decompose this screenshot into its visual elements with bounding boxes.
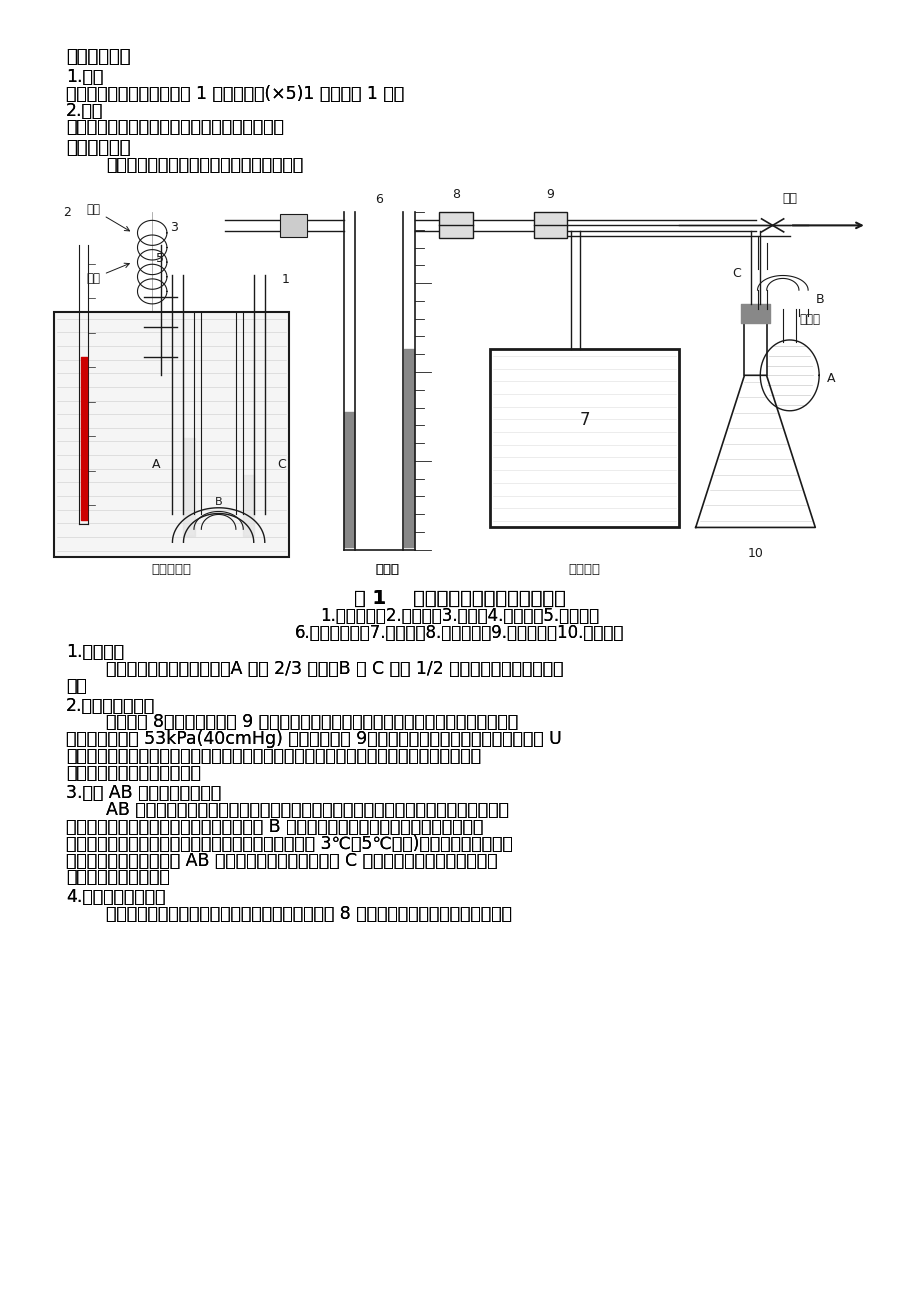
Text: 蒸馏水；环己烷（分析纯）或乙醇或乙酸乙酯。: 蒸馏水；环己烷（分析纯）或乙醇或乙酸乙酯。 [66, 118, 284, 137]
Text: 1.装置仪器: 1.装置仪器 [66, 643, 124, 661]
Text: 1: 1 [281, 272, 289, 285]
Text: A: A [825, 372, 834, 385]
Text: 【仪器试剂】: 【仪器试剂】 [66, 48, 130, 66]
Text: 当空气被排除干净，且体系温度恒定后，打开活塞 8 缓缓放入空气（切不可太快，以免: 当空气被排除干净，且体系温度恒定后，打开活塞 8 缓缓放入空气（切不可太快，以免 [106, 905, 511, 923]
FancyBboxPatch shape [439, 212, 472, 238]
Text: 2: 2 [63, 207, 71, 220]
Text: 为：先将恒温槽温度调至第一个温度値（一般比室温高 3℃～5℃左右)接通冷凝水，抽气降: 为：先将恒温槽温度调至第一个温度値（一般比室温高 3℃～5℃左右)接通冷凝水，抽… [66, 835, 513, 853]
Text: 关闭活塞 8，旋转三通活塞 9 使系统与真空泵连通，开动真空泵，抽气减压至汞压力计: 关闭活塞 8，旋转三通活塞 9 使系统与真空泵连通，开动真空泵，抽气减压至汞压力… [106, 713, 517, 732]
Text: 1.仪器: 1.仪器 [66, 68, 103, 86]
Bar [490, 349, 678, 527]
FancyBboxPatch shape [533, 212, 566, 238]
Bar [54, 312, 289, 557]
Text: 定时，必须将其中的空气排除后，才能保证 B 管液面上的压力为液体的蒸气压，排除方法: 定时，必须将其中的空气排除后，才能保证 B 管液面上的压力为液体的蒸气压，排除方… [66, 818, 483, 836]
Text: 压至液体轻微沸腾，此时 AB 弯管内的空气不断随蒸气经 C 管递出，如此沸腾数分钟，可: 压至液体轻微沸腾，此时 AB 弯管内的空气不断随蒸气经 C 管递出，如此沸腾数分… [66, 852, 497, 870]
Text: 认为空气被排除干净。: 认为空气被排除干净。 [66, 868, 170, 887]
Text: 压力计: 压力计 [375, 562, 399, 575]
Text: 9: 9 [546, 187, 553, 201]
Text: 3: 3 [170, 221, 177, 234]
Text: 2.药品: 2.药品 [66, 102, 103, 120]
Text: 两臂汞面压差为 53kPa(40cmHg) 时，关闭活塞 9，使系统与真空泵、大气皆不通。观察 U: 两臂汞面压差为 53kPa(40cmHg) 时，关闭活塞 9，使系统与真空泵、大… [66, 730, 562, 749]
Text: 2.系统气密性检查: 2.系统气密性检查 [66, 697, 155, 715]
Text: 1.恒温水浴；2.温度计；3.搞拌；4.平衡管；5.冷凝管；: 1.恒温水浴；2.温度计；3.搞拌；4.平衡管；5.冷凝管； [320, 607, 599, 625]
Text: 分。: 分。 [66, 677, 87, 695]
Text: 升温法测定不同温度下纯液体的饱和蒸气压: 升温法测定不同温度下纯液体的饱和蒸气压 [106, 156, 302, 174]
Text: 将待测液体装入平衡管中，A 球约 2/3 体积，B 和 C 球各 1/2 体积，然后按图装妥各部: 将待测液体装入平衡管中，A 球约 2/3 体积，B 和 C 球各 1/2 体积，… [106, 660, 562, 678]
Polygon shape [695, 375, 814, 527]
Text: 6.水银压力计；7.缓冲瓶；8.进气活塞；9.三通活塞；10.安全瓶。: 6.水银压力计；7.缓冲瓶；8.进气活塞；9.三通活塞；10.安全瓶。 [295, 624, 624, 642]
Text: 7: 7 [578, 411, 589, 430]
Text: 两臂汞面压差为 53kPa(40cmHg) 时，关闭活塞 9，使系统与真空泵、大气皆不通。观察 U: 两臂汞面压差为 53kPa(40cmHg) 时，关闭活塞 9，使系统与真空泵、大… [66, 730, 562, 749]
Text: 型汞压力计的一臂汞面高度，如汞面高度能在数分钟内维持不变，则表明系统与漏气。否则: 型汞压力计的一臂汞面高度，如汞面高度能在数分钟内维持不变，则表明系统与漏气。否则 [66, 747, 481, 766]
Text: 定时，必须将其中的空气排除后，才能保证 B 管液面上的压力为液体的蒸气压，排除方法: 定时，必须将其中的空气排除后，才能保证 B 管液面上的压力为液体的蒸气压，排除方… [66, 818, 483, 836]
Text: 出水: 出水 [86, 203, 130, 230]
Text: 1.仪器: 1.仪器 [66, 68, 103, 86]
Text: 平衡管: 平衡管 [798, 312, 819, 326]
Text: 认为空气被排除干净。: 认为空气被排除干净。 [66, 868, 170, 887]
Text: 10: 10 [747, 547, 763, 560]
Text: 【实验步骤】: 【实验步骤】 [66, 139, 130, 158]
Bar [279, 214, 307, 237]
Text: 图 1    纯液体饱和蒸气压测定装置图: 图 1 纯液体饱和蒸气压测定装置图 [354, 589, 565, 608]
Text: 压至液体轻微沸腾，此时 AB 弯管内的空气不断随蒸气经 C 管递出，如此沸腾数分钟，可: 压至液体轻微沸腾，此时 AB 弯管内的空气不断随蒸气经 C 管递出，如此沸腾数分… [66, 852, 497, 870]
Text: 当空气被排除干净，且体系温度恒定后，打开活塞 8 缓缓放入空气（切不可太快，以免: 当空气被排除干净，且体系温度恒定后，打开活塞 8 缓缓放入空气（切不可太快，以免 [106, 905, 511, 923]
Text: 关闭活塞 8，旋转三通活塞 9 使系统与真空泵连通，开动真空泵，抽气减压至汞压力计: 关闭活塞 8，旋转三通活塞 9 使系统与真空泵连通，开动真空泵，抽气减压至汞压力… [106, 713, 517, 732]
Text: 进水: 进水 [86, 263, 130, 285]
Text: 4.饱和蒸气压的测定: 4.饱和蒸气压的测定 [66, 888, 165, 906]
Text: 抽气: 抽气 [781, 191, 797, 204]
Text: 【实验步骤】: 【实验步骤】 [66, 139, 130, 158]
Text: AB 弯管空间内的压力包括两部分：一是待测液的蒸气压；另一部分是空气的压力。测: AB 弯管空间内的压力包括两部分：一是待测液的蒸气压；另一部分是空气的压力。测 [106, 801, 508, 819]
Text: 型汞压力计的一臂汞面高度，如汞面高度能在数分钟内维持不变，则表明系统与漏气。否则: 型汞压力计的一臂汞面高度，如汞面高度能在数分钟内维持不变，则表明系统与漏气。否则 [66, 747, 481, 766]
Text: 3.排除 AB 弯管空间内的空气: 3.排除 AB 弯管空间内的空气 [66, 784, 221, 802]
Text: 将待测液体装入平衡管中，A 球约 2/3 体积，B 和 C 球各 1/2 体积，然后按图装妥各部: 将待测液体装入平衡管中，A 球约 2/3 体积，B 和 C 球各 1/2 体积，… [106, 660, 562, 678]
Text: 1.装置仪器: 1.装置仪器 [66, 643, 124, 661]
Text: 图 1    纯液体饱和蒸气压测定装置图: 图 1 纯液体饱和蒸气压测定装置图 [354, 589, 565, 608]
Text: 压力计: 压力计 [375, 562, 399, 575]
Text: A: A [152, 458, 160, 471]
Polygon shape [759, 340, 818, 410]
Text: 蒸馏水；环己烷（分析纯）或乙醇或乙酸乙酯。: 蒸馏水；环己烷（分析纯）或乙醇或乙酸乙酯。 [66, 118, 284, 137]
Text: 4.饱和蒸气压的测定: 4.饱和蒸气压的测定 [66, 888, 165, 906]
Text: 6: 6 [375, 193, 382, 206]
Text: B: B [214, 497, 222, 508]
Text: 纯液体饱和蒸气压测定装置 1 套；放大镜(×5)1 只；直尺 1 把。: 纯液体饱和蒸气压测定装置 1 套；放大镜(×5)1 只；直尺 1 把。 [66, 85, 404, 103]
Text: AB 弯管空间内的压力包括两部分：一是待测液的蒸气压；另一部分是空气的压力。测: AB 弯管空间内的压力包括两部分：一是待测液的蒸气压；另一部分是空气的压力。测 [106, 801, 508, 819]
Text: 减压部分: 减压部分 [568, 562, 600, 575]
Text: 6.水银压力计；7.缓冲瓶；8.进气活塞；9.三通活塞；10.安全瓶。: 6.水银压力计；7.缓冲瓶；8.进气活塞；9.三通活塞；10.安全瓶。 [295, 624, 624, 642]
Text: 应逐段检查，消除漏气原因。: 应逐段检查，消除漏气原因。 [66, 764, 201, 783]
Text: 【仪器试剂】: 【仪器试剂】 [66, 48, 130, 66]
Text: 5: 5 [155, 253, 164, 266]
Text: 8: 8 [451, 187, 460, 201]
Text: 纯液体饱和蒸气压测定装置 1 套；放大镜(×5)1 只；直尺 1 把。: 纯液体饱和蒸气压测定装置 1 套；放大镜(×5)1 只；直尺 1 把。 [66, 85, 404, 103]
Text: C: C [732, 267, 740, 280]
Text: 2.药品: 2.药品 [66, 102, 103, 120]
Text: B: B [814, 293, 823, 306]
Text: 1.恒温水浴；2.温度计；3.搞拌；4.平衡管；5.冷凝管；: 1.恒温水浴；2.温度计；3.搞拌；4.平衡管；5.冷凝管； [320, 607, 599, 625]
Text: 2.系统气密性检查: 2.系统气密性检查 [66, 697, 155, 715]
Text: 为：先将恒温槽温度调至第一个温度値（一般比室温高 3℃～5℃左右)接通冷凝水，抽气降: 为：先将恒温槽温度调至第一个温度値（一般比室温高 3℃～5℃左右)接通冷凝水，抽… [66, 835, 513, 853]
Text: 平衡管部分: 平衡管部分 [152, 562, 191, 575]
Text: 升温法测定不同温度下纯液体的饱和蒸气压: 升温法测定不同温度下纯液体的饱和蒸气压 [106, 156, 302, 174]
Text: 3.排除 AB 弯管空间内的空气: 3.排除 AB 弯管空间内的空气 [66, 784, 221, 802]
Text: C: C [277, 458, 286, 471]
Text: 应逐段检查，消除漏气原因。: 应逐段检查，消除漏气原因。 [66, 764, 201, 783]
Text: 分。: 分。 [66, 677, 87, 695]
